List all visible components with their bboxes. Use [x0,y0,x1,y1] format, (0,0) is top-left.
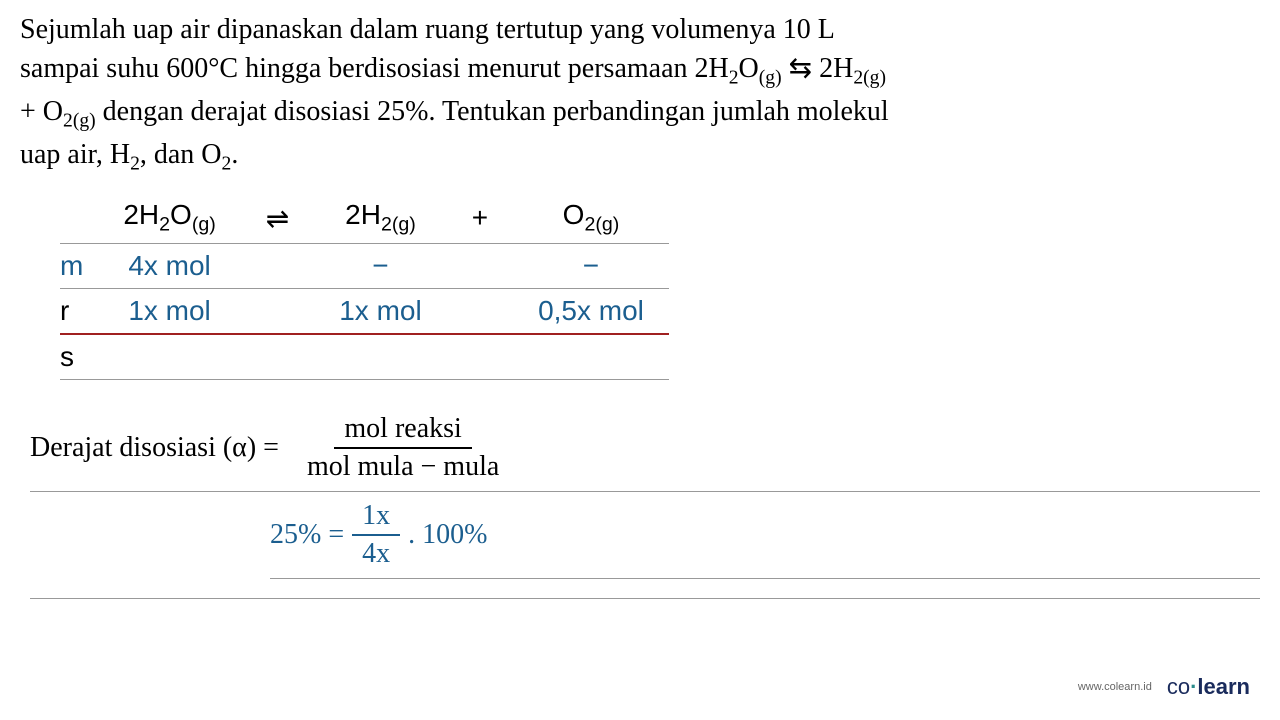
row-m-col1: 4x mol [98,243,240,288]
footer-logo: co·learn [1167,674,1250,700]
pct-num: 1x [352,500,400,536]
row-m-label: m [60,243,98,288]
formula-fraction: mol reaksi mol mula − mula [297,413,509,483]
formula-section: Derajat disosiasi (α) = mol reaksi mol m… [30,405,1260,599]
pct-den: 4x [352,536,400,570]
plus-sign: + [447,193,513,243]
q-line2-arrow: ⇆ [782,53,819,84]
q-line2-p3: 2H [819,53,853,84]
row-r-col3: 0,5x mol [513,288,669,334]
footer-url: www.colearn.id [1078,681,1152,693]
row-r-col1: 1x mol [98,288,240,334]
header-o2: O2(g) [513,193,669,243]
q-line4-p2: , dan O [140,139,222,170]
row-r-label: r [60,288,98,334]
q-line4-p1: uap air, H [20,139,130,170]
q-line3-p1: + O [20,96,63,127]
header-h2o: 2H2O(g) [98,193,240,243]
q-line2-s3: 2(g) [853,68,886,89]
footer: www.colearn.id co·learn [1078,674,1250,700]
equilibrium-arrow: ⇌ [241,193,314,243]
row-m-col3: − [513,243,669,288]
q-line4-s2: 2 [222,154,232,175]
q-line2-s1: 2 [729,68,739,89]
q-line2-p1: sampai suhu 600°C hingga berdisosiasi me… [20,53,729,84]
q-line3-p2: dengan derajat disosiasi 25%. Tentukan p… [96,96,889,127]
pct-fraction: 1x 4x [352,500,400,570]
q-line4-s1: 2 [130,154,140,175]
formula-denominator: mol mula − mula [297,449,509,483]
logo-learn: learn [1197,674,1250,699]
header-h2: 2H2(g) [314,193,446,243]
q-line2-s2: (g) [759,68,782,89]
pct-label: 25% = [270,519,344,551]
q-line4-p3: . [231,139,238,170]
row-s-label: s [60,334,98,380]
q-line1: Sejumlah uap air dipanaskan dalam ruang … [20,14,835,45]
formula-label: Derajat disosiasi (α) = [30,432,279,464]
question-text: Sejumlah uap air dipanaskan dalam ruang … [20,10,1260,178]
row-r-col2: 1x mol [314,288,446,334]
logo-co: co [1167,674,1190,699]
q-line3-s1: 2(g) [63,111,96,132]
reaction-table: 2H2O(g) ⇌ 2H2(g) + O2(g) m 4x mol − − r … [60,193,1260,380]
pct-mult: . 100% [408,519,487,551]
q-line2-p2: O [739,53,759,84]
row-m-col2: − [314,243,446,288]
formula-numerator: mol reaksi [334,413,471,449]
